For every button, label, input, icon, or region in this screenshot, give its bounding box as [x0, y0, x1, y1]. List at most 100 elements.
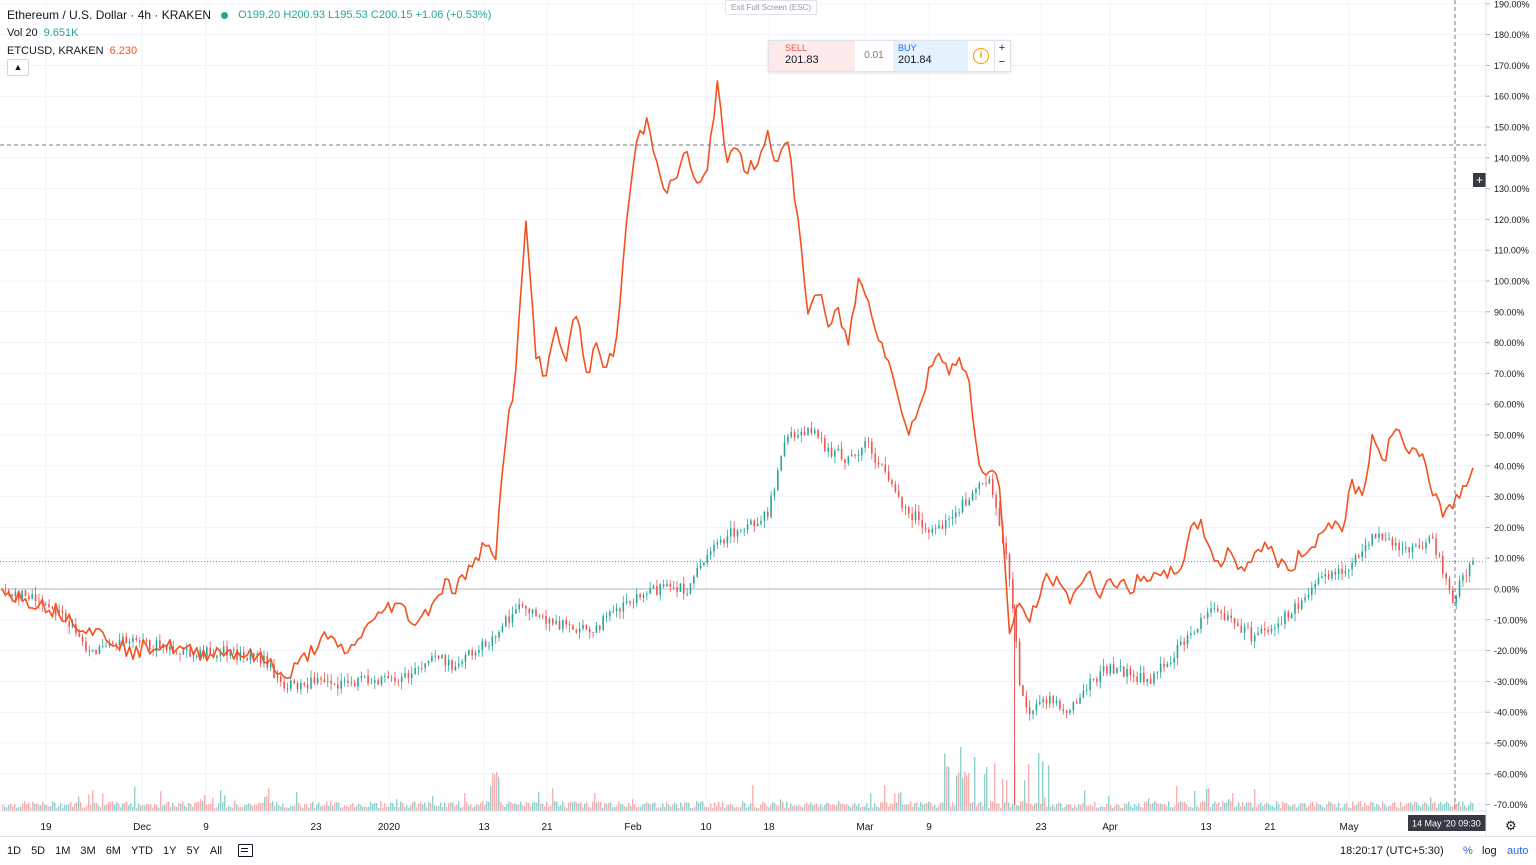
volume-bar [1304, 803, 1306, 811]
eth-candle-body [1270, 628, 1273, 632]
eth-candle-body [1038, 701, 1041, 704]
volume-bar [382, 807, 384, 811]
volume-bar [728, 805, 730, 811]
eth-candle-body [595, 625, 598, 633]
volume-bar [1200, 802, 1202, 811]
volume-bar [884, 785, 886, 811]
eth-candle-body [575, 629, 578, 633]
plus-button[interactable]: + [998, 42, 1006, 54]
volume-bar [1008, 802, 1010, 811]
volume-bar [1120, 807, 1122, 811]
volume-bar [64, 804, 66, 811]
volume-bar [1260, 802, 1262, 811]
sell-button[interactable]: SELL 201.83 [769, 41, 855, 71]
volume-bar [268, 788, 270, 811]
volume-bar [192, 807, 194, 811]
eth-candle-body [1146, 679, 1149, 682]
exit-fullscreen-button[interactable]: Exit Full Screen (ESC) [725, 0, 817, 15]
range-button-ytd[interactable]: YTD [130, 845, 153, 857]
eth-candle-body [1109, 664, 1112, 674]
volume-bar [942, 802, 944, 811]
price-scale[interactable]: 190.00% 180.00% 170.00% 160.00% 150.00% 140.0… [1485, 0, 1536, 836]
y-tick-label: -10.00% [1494, 615, 1528, 625]
eth-candle-body [206, 647, 208, 658]
volume-bar [954, 805, 956, 811]
compare-legend[interactable]: ETCUSD, KRAKEN 6.230 [7, 42, 491, 60]
eth-candle-body [320, 678, 322, 680]
eth-candle-body [122, 636, 124, 641]
chevron-up-icon[interactable]: ▲ [7, 59, 29, 76]
log-scale-toggle[interactable]: log [1482, 845, 1497, 857]
volume-bar [490, 785, 492, 811]
volume-bar [1464, 805, 1466, 811]
volume-bar [1074, 805, 1076, 811]
range-button-1d[interactable]: 1D [7, 845, 22, 857]
chart-canvas[interactable]: +132.67%39.34%8.87%03:09:4314 May '20 09… [0, 0, 1536, 836]
eth-candle-body [538, 615, 541, 617]
volume-bar [678, 807, 680, 811]
volume-bar [864, 806, 866, 811]
main-series-legend[interactable]: Ethereum / U.S. Dollar · 4h · KRAKEN O19… [7, 6, 491, 24]
eth-candle-body [353, 682, 356, 687]
eth-candle-body [1129, 668, 1132, 675]
volume-bar [276, 801, 278, 811]
volume-legend[interactable]: Vol 20 9.651K [7, 24, 491, 42]
volume-bar [814, 804, 816, 811]
range-button-all[interactable]: All [209, 845, 223, 857]
volume-bar [724, 807, 726, 811]
eth-candle-body [568, 624, 571, 626]
eth-candle-body [548, 618, 551, 624]
eth-candle-body [649, 588, 651, 594]
volume-bar [438, 805, 440, 811]
symbol-title[interactable]: Ethereum / U.S. Dollar · 4h · KRAKEN [7, 7, 212, 22]
buy-button[interactable]: BUY 201.84 [893, 41, 968, 71]
date-range-buttons: 1D 5D 1M 3M 6M YTD 1Y 5Y All [7, 845, 232, 857]
volume-bar [1340, 807, 1342, 811]
volume-bar [1416, 802, 1418, 811]
volume-bar [306, 804, 308, 811]
volume-bar [910, 801, 912, 811]
eth-candle-body [118, 640, 121, 646]
range-button-6m[interactable]: 6M [105, 845, 121, 857]
compare-icon[interactable] [238, 844, 253, 857]
info-button[interactable]: i [968, 41, 994, 71]
volume-bar [908, 804, 910, 811]
auto-scale-toggle[interactable]: auto [1507, 845, 1529, 857]
volume-bar [322, 805, 324, 811]
y-tick-label: 0.00% [1494, 585, 1520, 595]
eth-candle-body [293, 680, 295, 684]
volume-bar [852, 804, 854, 811]
volume-bar [806, 802, 808, 811]
volume-bar [880, 802, 882, 811]
range-button-3m[interactable]: 3M [80, 845, 96, 857]
time-scale[interactable]: 19 Dec 9 23 2020 13 21 Feb 10 18 Mar 9 23 Apr 13 21 May [0, 810, 1486, 833]
eth-candle-body [494, 636, 497, 638]
eth-candle-body [31, 594, 34, 600]
eth-candle-body [246, 658, 248, 661]
eth-candle-body [333, 683, 336, 685]
minus-button[interactable]: − [998, 56, 1006, 68]
volume-bar [1352, 801, 1354, 811]
eth-candle-body [1149, 679, 1152, 684]
volume-bar [710, 803, 712, 811]
eth-candle-body [1072, 702, 1075, 711]
eth-candle-body [1364, 544, 1367, 552]
volume-bar [816, 803, 818, 811]
volume-bar [972, 801, 974, 811]
volume-bar [380, 801, 382, 811]
eth-candle-body [850, 454, 853, 457]
range-button-5y[interactable]: 5Y [186, 845, 200, 857]
gear-icon[interactable]: ⚙ [1505, 818, 1517, 833]
eth-candle-body [1018, 641, 1021, 686]
volume-bar [1090, 804, 1092, 811]
range-button-1y[interactable]: 1Y [162, 845, 177, 857]
range-button-1m[interactable]: 1M [55, 845, 71, 857]
volume-bar [110, 801, 112, 811]
percent-scale-toggle[interactable]: % [1463, 845, 1473, 857]
clock-readout[interactable]: 18:20:17 (UTC+5:30) [1340, 845, 1444, 857]
open-value: 199.20 [246, 8, 281, 21]
eth-candle-body [229, 650, 232, 656]
range-button-5d[interactable]: 5D [31, 845, 46, 857]
volume-bar [892, 804, 894, 811]
quantity-stepper[interactable]: + − [994, 41, 1009, 71]
